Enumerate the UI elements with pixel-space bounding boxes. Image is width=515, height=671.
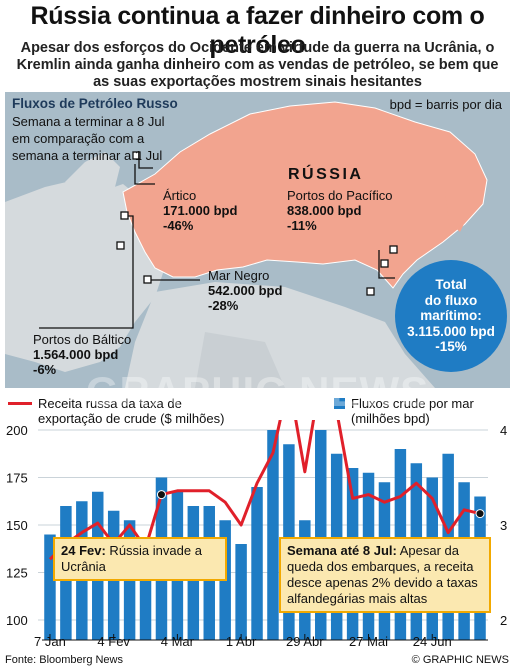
x-tick-label: 7 Jan — [34, 634, 66, 649]
route-name: Mar Negro — [208, 268, 270, 283]
route-value: 838.000 bpd — [287, 203, 362, 218]
right-tick-label: 2 — [500, 613, 507, 628]
route-change: -28% — [208, 298, 239, 313]
x-tick-label: 4 Fev — [97, 634, 130, 649]
annotation-bold: 24 Fev: — [61, 543, 106, 558]
map-panel-subtitle: Semana a terminar a 8 Jul em comparação … — [12, 114, 165, 163]
left-tick-label: 125 — [6, 566, 28, 581]
total-line3: marítimo: — [420, 308, 482, 324]
annotation-invasion: 24 Fev: Rússia invade a Ucrânia — [53, 537, 227, 581]
line-marker — [156, 490, 166, 500]
middle-east-land — [195, 332, 285, 388]
bar — [139, 563, 152, 640]
x-tick-label: 1 Abr — [226, 634, 257, 649]
route-arctic: Ártico 171.000 bpd -46% — [163, 188, 237, 233]
line-marker — [475, 509, 485, 519]
right-tick-label: 4 — [500, 423, 507, 438]
bar — [267, 430, 279, 640]
annotation-bold: Semana até 8 Jul: — [287, 543, 397, 558]
bar — [44, 534, 56, 640]
page-title: Rússia continua a fazer dinheiro com o p… — [30, 2, 485, 59]
total-change: -15% — [435, 339, 467, 355]
annotation-text: Apesar da queda dos embarques, a receita… — [287, 543, 478, 606]
annotation-text: Rússia invade a Ucrânia — [61, 543, 202, 574]
kamchatka-land — [445, 174, 475, 232]
bar — [251, 487, 263, 640]
x-tick-label: 27 Mai — [349, 634, 388, 649]
x-tick-label: 24 Jun — [413, 634, 452, 649]
source: Fonte: Bloomberg News — [5, 654, 123, 666]
legend-bar-swatch — [334, 398, 345, 409]
russia-land — [122, 101, 488, 289]
left-tick-label: 200 — [6, 423, 28, 438]
left-tick-label: 175 — [6, 471, 28, 486]
legend-bar-label: Fluxos crude por mar (milhões bpd) — [351, 396, 474, 426]
subtitle: Apesar dos esforços do Ocidente em virtu… — [16, 40, 499, 90]
route-baltic: Portos do Báltico 1.564.000 bpd -6% — [33, 332, 131, 377]
map-panel-title: Fluxos de Petróleo Russo — [12, 96, 178, 111]
credit: © GRAPHIC NEWS — [411, 654, 509, 666]
route-change: -6% — [33, 362, 57, 377]
map-graphic — [5, 101, 488, 388]
route-black-sea: Mar Negro 542.000 bpd -28% — [208, 268, 282, 313]
left-tick-label: 150 — [6, 518, 28, 533]
legend-line-swatch — [8, 402, 32, 405]
route-name: Portos do Pacífico — [287, 188, 393, 203]
legend-line-label: Receita russa da taxa de exportação de c… — [38, 396, 225, 426]
legend-bar: Fluxos crude por mar (milhões bpd) — [334, 396, 510, 426]
route-name: Ártico — [163, 188, 197, 203]
x-tick-label: 29 Abr — [286, 634, 324, 649]
bar — [235, 544, 247, 640]
map-panel: Fluxos de Petróleo Russo Semana a termin… — [5, 92, 510, 388]
legend-line: Receita russa da taxa de exportação de c… — [8, 396, 248, 426]
annotation-latest-week: Semana até 8 Jul: Apesar da queda dos em… — [279, 537, 491, 613]
route-name: Portos do Báltico — [33, 332, 132, 347]
total-flow-badge: Total do fluxo marítimo: 3.115.000 bpd -… — [395, 260, 507, 372]
route-value: 1.564.000 bpd — [33, 347, 119, 362]
right-tick-label: 3 — [500, 518, 507, 533]
route-value: 542.000 bpd — [208, 283, 283, 298]
route-change: -46% — [163, 218, 194, 233]
total-value: 3.115.000 bpd — [407, 323, 495, 339]
revenue-line — [48, 420, 481, 561]
scandinavia-land — [65, 152, 120, 202]
total-line2: do fluxo — [424, 292, 478, 308]
x-tick-label: 4 Mar — [161, 634, 195, 649]
bpd-note: bpd = barris por dia — [389, 97, 502, 112]
chart-svg: 100 125 150 175 200 2 3 4 7 Jan 4 Fev 4 Mar 1 Abr 29… — [6, 420, 507, 649]
total-line1: Total — [435, 277, 467, 293]
bar — [315, 430, 327, 640]
route-pacific: Portos do Pacífico 838.000 bpd -11% — [287, 188, 393, 233]
europe-land — [5, 180, 165, 372]
russia-label: RÚSSIA — [288, 166, 364, 183]
route-change: -11% — [287, 218, 317, 233]
left-tick-label: 100 — [6, 613, 28, 628]
route-value: 171.000 bpd — [163, 203, 238, 218]
